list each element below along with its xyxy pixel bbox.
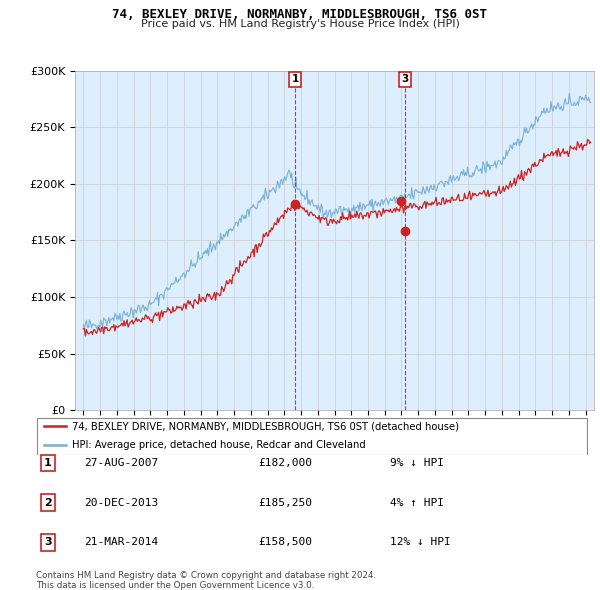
- Text: £158,500: £158,500: [258, 537, 312, 547]
- Text: 4% ↑ HPI: 4% ↑ HPI: [390, 498, 444, 507]
- Text: Contains HM Land Registry data © Crown copyright and database right 2024.: Contains HM Land Registry data © Crown c…: [36, 571, 376, 580]
- Text: Price paid vs. HM Land Registry's House Price Index (HPI): Price paid vs. HM Land Registry's House …: [140, 19, 460, 30]
- Text: 1: 1: [292, 74, 299, 84]
- Text: 9% ↓ HPI: 9% ↓ HPI: [390, 458, 444, 468]
- Text: 12% ↓ HPI: 12% ↓ HPI: [390, 537, 451, 547]
- Text: 3: 3: [401, 74, 409, 84]
- Text: HPI: Average price, detached house, Redcar and Cleveland: HPI: Average price, detached house, Redc…: [72, 440, 365, 450]
- Text: £182,000: £182,000: [258, 458, 312, 468]
- FancyBboxPatch shape: [37, 418, 587, 455]
- Text: 20-DEC-2013: 20-DEC-2013: [84, 498, 158, 507]
- Text: £185,250: £185,250: [258, 498, 312, 507]
- Text: 2: 2: [44, 498, 52, 507]
- Text: 21-MAR-2014: 21-MAR-2014: [84, 537, 158, 547]
- Text: 74, BEXLEY DRIVE, NORMANBY, MIDDLESBROUGH, TS6 0ST (detached house): 74, BEXLEY DRIVE, NORMANBY, MIDDLESBROUG…: [72, 421, 459, 431]
- Text: 1: 1: [44, 458, 52, 468]
- Text: 3: 3: [44, 537, 52, 547]
- Text: 27-AUG-2007: 27-AUG-2007: [84, 458, 158, 468]
- Text: This data is licensed under the Open Government Licence v3.0.: This data is licensed under the Open Gov…: [36, 581, 314, 589]
- Text: 74, BEXLEY DRIVE, NORMANBY, MIDDLESBROUGH, TS6 0ST: 74, BEXLEY DRIVE, NORMANBY, MIDDLESBROUG…: [113, 8, 487, 21]
